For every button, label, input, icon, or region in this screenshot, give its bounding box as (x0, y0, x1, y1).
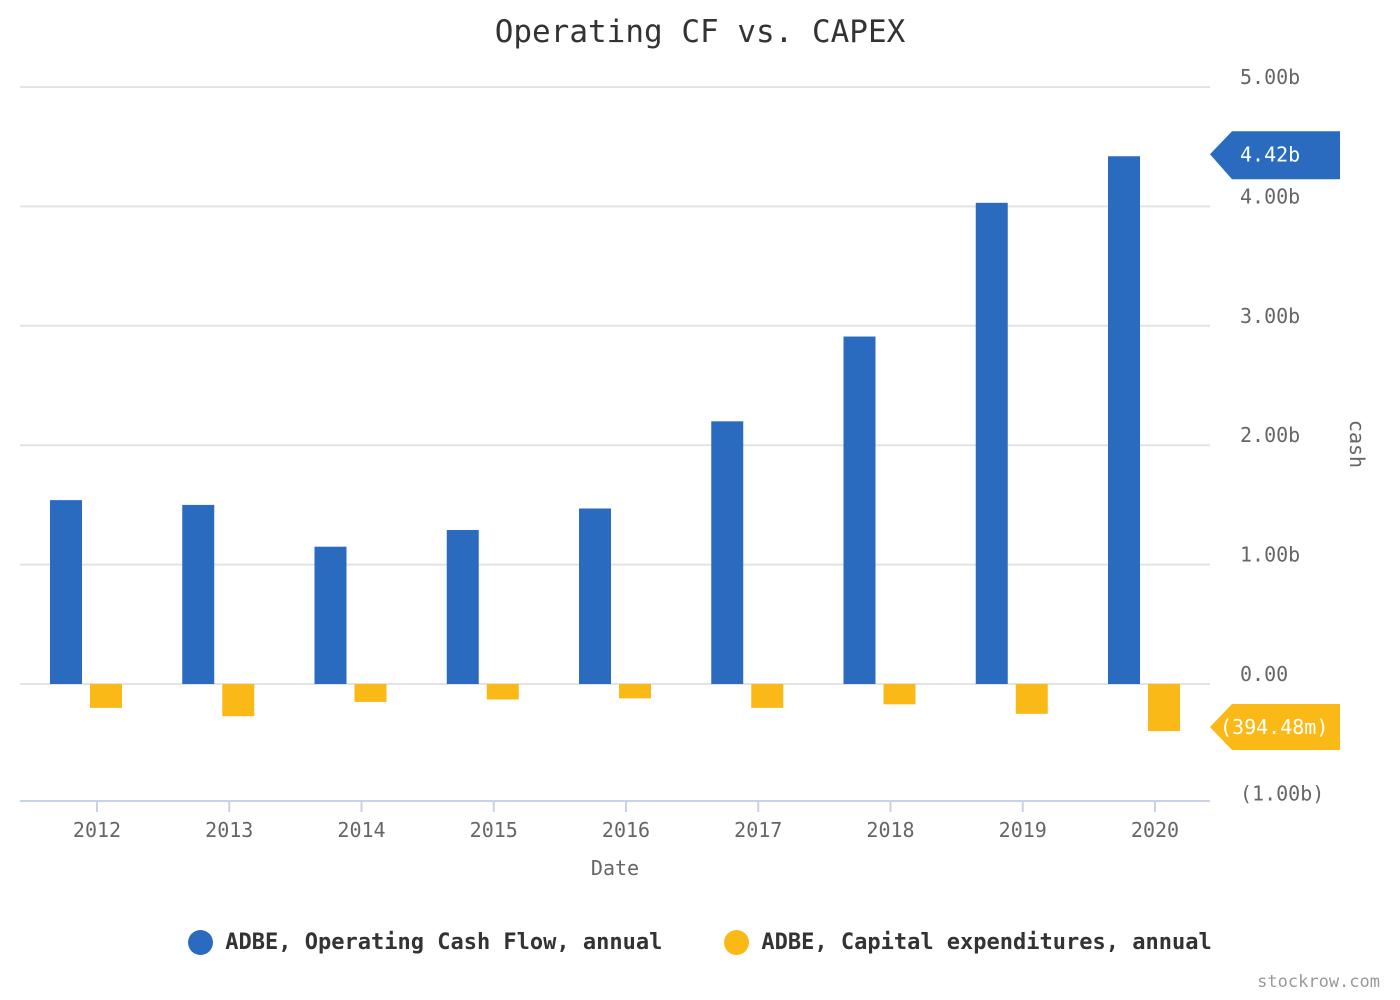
legend-dot-icon (724, 930, 750, 955)
bar-operating-cf (50, 500, 82, 684)
chart-title: Operating CF vs. CAPEX (494, 14, 906, 50)
x-tick-label: 2012 (73, 818, 121, 842)
last-value-badge-operating-cf (1210, 131, 1340, 180)
bar-capex (90, 684, 122, 708)
y-tick-label: (1.00b) (1240, 781, 1324, 805)
bar-capex (1015, 684, 1048, 714)
x-tick-label: 2019 (999, 818, 1047, 842)
bar-capex (1148, 684, 1180, 732)
bar-operating-cf (843, 336, 876, 684)
y-axis-title: cash (1345, 420, 1369, 468)
x-tick-label: 2020 (1131, 818, 1179, 842)
bar-operating-cf (314, 546, 347, 684)
legend-dot-icon (188, 930, 214, 955)
y-tick-label: 1.00b (1240, 543, 1300, 567)
bar-operating-cf (579, 508, 611, 684)
x-tick-label: 2018 (866, 818, 914, 842)
y-tick-label: 2.00b (1240, 423, 1300, 447)
x-tick-label: 2015 (470, 818, 518, 842)
bar-capex (354, 684, 387, 702)
x-tick-label: 2014 (337, 818, 385, 842)
bar-operating-cf (975, 202, 1008, 684)
bar-capex (751, 684, 784, 708)
y-tick-label: 0.00 (1240, 662, 1288, 686)
bar-operating-cf (446, 529, 479, 684)
x-tick-label: 2017 (734, 818, 782, 842)
bar-capex (222, 684, 255, 717)
y-tick-label: 5.00b (1240, 65, 1300, 89)
bar-capex (619, 684, 651, 699)
bar-operating-cf (711, 421, 744, 684)
legend-item-capex[interactable]: ADBE, Capital expenditures, annual (724, 930, 1212, 955)
last-value-label: 4.42b (1240, 142, 1300, 166)
last-value-label: (394.48m) (1220, 715, 1328, 739)
bar-operating-cf (182, 504, 215, 684)
bar-operating-cf (1108, 156, 1140, 684)
last-value-badge-capex (1210, 704, 1340, 750)
legend-label: ADBE, Capital expenditures, annual (761, 930, 1212, 955)
legend: ADBE, Operating Cash Flow, annual ADBE, … (0, 930, 1400, 955)
x-tick-label: 2013 (205, 818, 253, 842)
watermark: stockrow.com (1257, 972, 1380, 992)
x-tick-label: 2016 (602, 818, 650, 842)
legend-item-operating-cf[interactable]: ADBE, Operating Cash Flow, annual (188, 930, 662, 955)
x-axis-title: Date (591, 856, 639, 880)
y-tick-label: 4.00b (1240, 184, 1300, 208)
bar-capex (486, 684, 519, 700)
y-tick-label: 3.00b (1240, 304, 1300, 328)
legend-label: ADBE, Operating Cash Flow, annual (225, 930, 663, 955)
bar-capex (883, 684, 916, 705)
